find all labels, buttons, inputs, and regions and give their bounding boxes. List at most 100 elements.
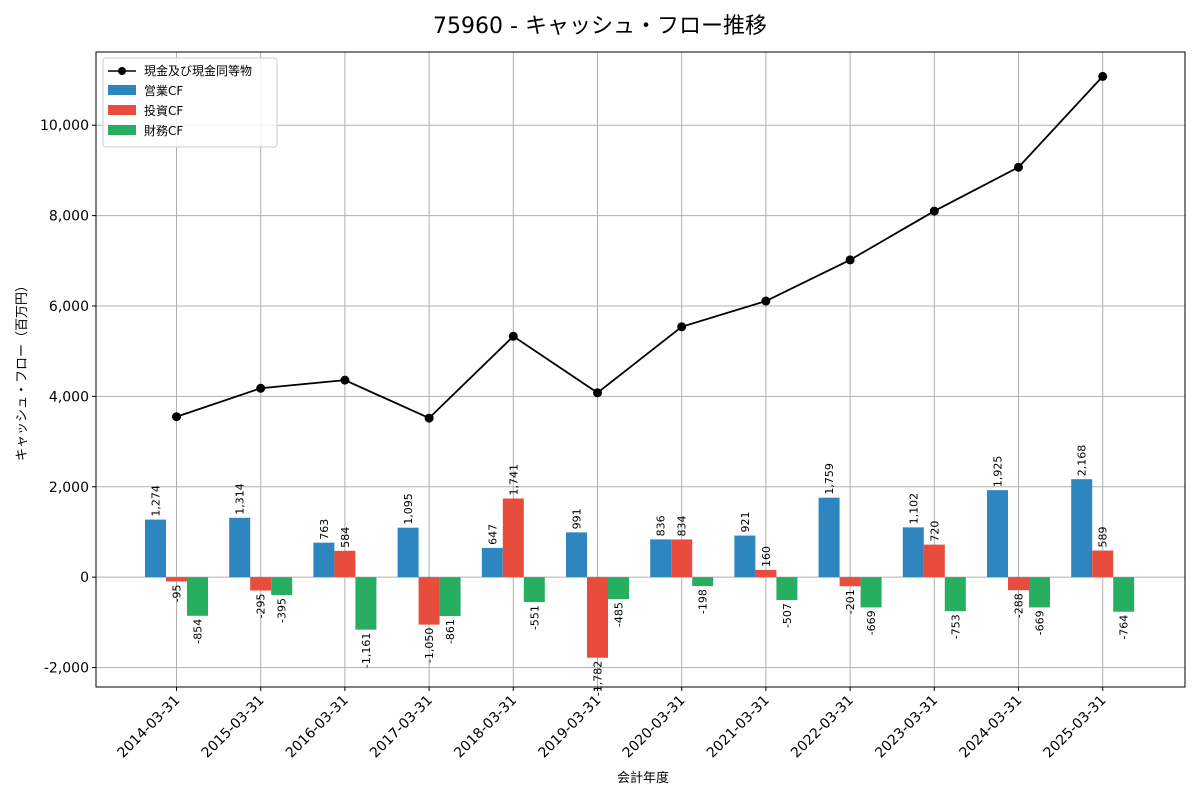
investing-cf-data-label: -295 bbox=[255, 594, 268, 619]
data-labels-layer: 1,274 1,314 763 1,095 647 991 836 921 1,759 1,102… bbox=[150, 445, 1131, 696]
financing-cf-bar bbox=[608, 577, 629, 600]
cash-line bbox=[176, 75, 1104, 420]
y-tick-label: -2,000 bbox=[44, 661, 89, 677]
investing-cf-bar bbox=[334, 550, 356, 578]
operating-cf-bar bbox=[397, 527, 419, 578]
financing-cf-data-label: -764 bbox=[1118, 615, 1131, 640]
investing-cf-data-label: -288 bbox=[1013, 593, 1026, 618]
legend-label-financing: 財務CF bbox=[144, 123, 183, 138]
investing-cf-bar bbox=[671, 539, 693, 578]
investing-cf-bar bbox=[755, 569, 777, 578]
financing-cf-bar bbox=[439, 577, 461, 617]
legend-marker-swatch bbox=[118, 67, 126, 75]
investing-cf-data-label: 720 bbox=[928, 521, 941, 542]
cash-point bbox=[172, 412, 181, 422]
investing-cf-bar bbox=[1008, 577, 1029, 591]
financing-cf-data-label: -669 bbox=[1034, 610, 1047, 635]
cash-point bbox=[677, 322, 687, 332]
y-axis-label: キャッシュ・フロー（百万円） bbox=[15, 279, 30, 461]
operating-cf-bar bbox=[650, 539, 672, 578]
investing-cf-bar bbox=[923, 544, 945, 578]
operating-cf-bar bbox=[987, 490, 1008, 578]
cash-point bbox=[256, 383, 266, 393]
financing-cf-bar bbox=[1113, 577, 1135, 612]
financing-cf-data-label: -485 bbox=[613, 602, 626, 627]
investing-cf-bar bbox=[587, 577, 608, 658]
investing-cf-data-label: 589 bbox=[1097, 527, 1110, 548]
financing-cf-data-label: -861 bbox=[444, 619, 457, 644]
legend-swatch-operating bbox=[108, 85, 136, 95]
legend-label-operating: 営業CF bbox=[144, 84, 183, 98]
y-tick-label: 8,000 bbox=[49, 209, 89, 225]
y-tick-label: 10,000 bbox=[40, 118, 89, 134]
investing-cf-bar bbox=[166, 577, 187, 582]
operating-cf-data-label: 1,759 bbox=[823, 463, 836, 495]
financing-cf-bar bbox=[187, 577, 208, 616]
investing-cf-bar bbox=[250, 577, 272, 591]
investing-cf-data-label: 160 bbox=[760, 546, 773, 567]
operating-cf-bar bbox=[902, 527, 924, 578]
operating-cf-data-label: 763 bbox=[318, 519, 331, 540]
financing-cf-data-label: -1,161 bbox=[360, 633, 373, 668]
financing-cf-data-label: -669 bbox=[865, 610, 878, 635]
legend-swatch-investing bbox=[108, 105, 136, 115]
financing-cf-bar bbox=[944, 577, 966, 612]
y-tick-label: 4,000 bbox=[49, 389, 89, 405]
financing-cf-bar bbox=[1029, 577, 1050, 608]
legend-label-investing: 投資CF bbox=[144, 103, 183, 118]
line-layer bbox=[172, 71, 1108, 423]
plot-frame bbox=[95, 51, 1186, 688]
cash-point bbox=[929, 206, 939, 216]
operating-cf-data-label: 991 bbox=[571, 508, 584, 529]
investing-cf-bar bbox=[502, 498, 524, 578]
cash-point bbox=[845, 255, 855, 265]
operating-cf-data-label: 1,925 bbox=[992, 456, 1005, 488]
operating-cf-data-label: 1,102 bbox=[907, 493, 920, 525]
operating-cf-bar bbox=[229, 517, 251, 578]
investing-cf-data-label: -201 bbox=[844, 589, 857, 614]
operating-cf-data-label: 647 bbox=[486, 524, 499, 545]
financing-cf-bar bbox=[355, 577, 377, 630]
operating-cf-bar bbox=[1071, 479, 1093, 578]
operating-cf-data-label: 1,274 bbox=[150, 485, 163, 517]
operating-cf-data-label: 1,095 bbox=[402, 493, 415, 525]
legend-box bbox=[102, 57, 278, 148]
financing-cf-data-label: -753 bbox=[949, 614, 962, 639]
legend-swatch-financing bbox=[108, 125, 136, 135]
cash-point bbox=[593, 388, 602, 398]
cash-point bbox=[1098, 71, 1108, 81]
x-axis-label: 会計年度 bbox=[617, 770, 669, 786]
financing-cf-bar bbox=[692, 577, 714, 587]
operating-cf-bar bbox=[481, 547, 503, 578]
investing-cf-data-label: 584 bbox=[339, 527, 352, 548]
operating-cf-bar bbox=[313, 542, 335, 578]
financing-cf-bar bbox=[776, 577, 798, 601]
operating-cf-bar bbox=[566, 532, 587, 578]
y-tick-label: 0 bbox=[80, 570, 89, 586]
financing-cf-bar bbox=[523, 577, 545, 603]
cash-point bbox=[340, 375, 350, 385]
cash-point bbox=[508, 331, 518, 341]
cash-point bbox=[1014, 162, 1023, 172]
financing-cf-data-label: -395 bbox=[276, 598, 289, 623]
financing-cf-data-label: -198 bbox=[697, 589, 710, 614]
investing-cf-data-label: 834 bbox=[676, 515, 689, 536]
operating-cf-bar bbox=[145, 519, 166, 578]
investing-cf-bar bbox=[418, 577, 440, 625]
operating-cf-data-label: 921 bbox=[739, 512, 752, 533]
operating-cf-data-label: 836 bbox=[655, 515, 668, 536]
financing-cf-data-label: -507 bbox=[781, 603, 794, 628]
investing-cf-data-label: -1,050 bbox=[423, 628, 436, 663]
investing-cf-bar bbox=[839, 577, 861, 587]
bars-layer bbox=[145, 479, 1135, 658]
operating-cf-bar bbox=[818, 497, 840, 578]
operating-cf-data-label: 2,168 bbox=[1076, 445, 1089, 477]
operating-cf-bar bbox=[734, 535, 756, 578]
chart-title: 75960 - キャッシュ・フロー推移 bbox=[433, 14, 767, 39]
legend-label-cash: 現金及び現金同等物 bbox=[144, 63, 252, 78]
financing-cf-data-label: -551 bbox=[528, 605, 541, 630]
investing-cf-data-label: -95 bbox=[171, 584, 184, 602]
cash-point bbox=[761, 296, 771, 306]
